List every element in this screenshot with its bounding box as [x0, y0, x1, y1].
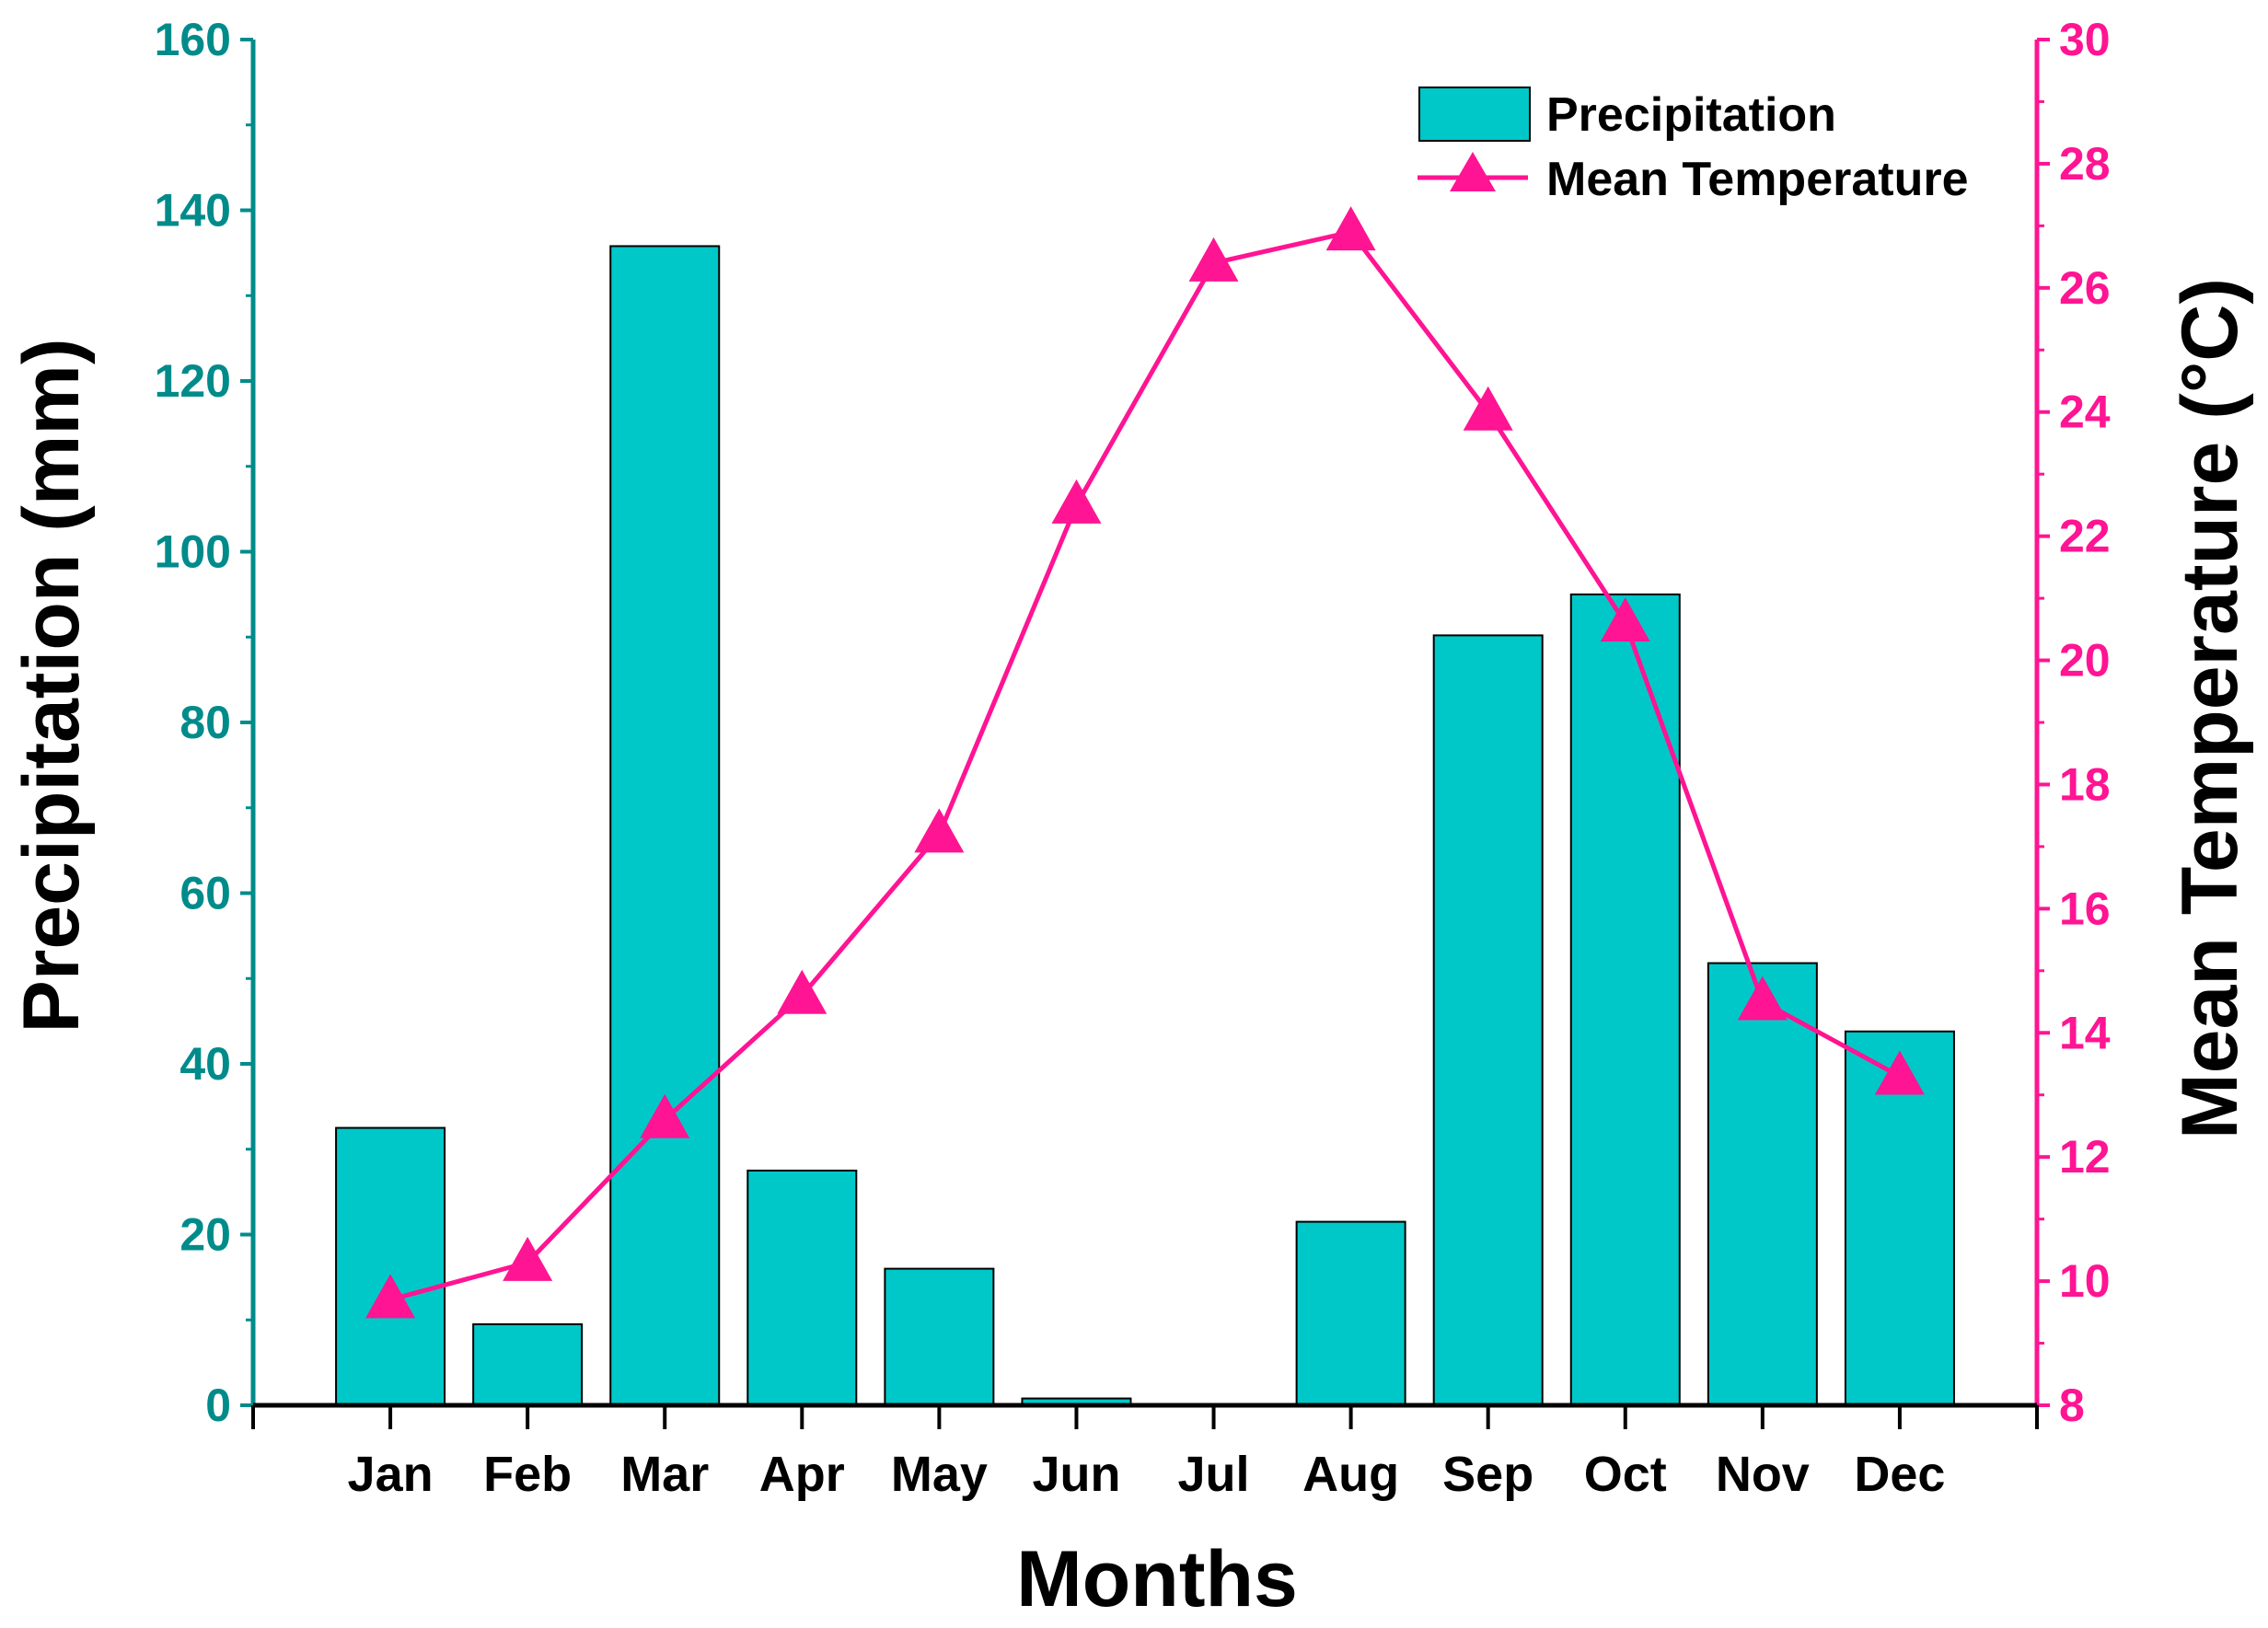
bar-jan	[335, 1126, 446, 1406]
temperature-marker-aug	[1325, 206, 1376, 251]
y-right-tick-label: 20	[2059, 635, 2111, 687]
x-tick-label-apr: Apr	[759, 1447, 845, 1502]
bars-layer	[335, 245, 1955, 1407]
ticks-layer: 0 20 40 60 80 100 120 140 160 8 10 12 14 16 18 20 22 24 26…	[155, 14, 2111, 1502]
bar-may	[884, 1267, 995, 1406]
x-tick-label-may: May	[891, 1447, 988, 1502]
temperature-marker-jul	[1188, 237, 1239, 282]
y-left-tick-label: 100	[155, 526, 231, 578]
temperature-line	[389, 229, 1902, 1302]
y-left-tick-label: 0	[205, 1380, 231, 1431]
y-axis-left-title: Precipitation (mm)	[7, 339, 96, 1033]
x-tick-label-jan: Jan	[348, 1447, 434, 1502]
temperature-marker-may	[914, 808, 965, 853]
y-right-tick-label: 22	[2059, 511, 2111, 562]
x-tick-label-feb: Feb	[483, 1447, 572, 1502]
legend: Precipitation Mean Temperature	[1418, 87, 1969, 206]
x-tick-label-jun: Jun	[1032, 1447, 1120, 1502]
y-left-tick-label: 120	[155, 355, 231, 407]
y-right-tick-label: 14	[2059, 1007, 2111, 1058]
temperature-marker-feb	[503, 1236, 553, 1281]
temperature-marker-jan	[365, 1274, 416, 1319]
y-right-tick-label: 28	[2059, 138, 2111, 190]
bar-feb	[472, 1322, 584, 1406]
temperature-marker-apr	[777, 969, 827, 1014]
x-tick-label-oct: Oct	[1584, 1447, 1667, 1502]
x-tick-label-jul: Jul	[1178, 1447, 1250, 1502]
temperature-marker-nov	[1737, 976, 1788, 1021]
y-left-tick-label: 140	[155, 185, 231, 237]
y-left-tick-label: 40	[179, 1038, 231, 1090]
bar-sep	[1432, 634, 1544, 1406]
y-left-tick-label: 20	[179, 1209, 231, 1261]
temperature-marker-sep	[1463, 386, 1513, 431]
bar-mar	[609, 245, 721, 1407]
x-axis-title: Months	[1016, 1535, 1298, 1623]
bar-oct	[1569, 593, 1681, 1406]
y-left-tick-label: 60	[179, 868, 231, 919]
x-tick-label-mar: Mar	[620, 1447, 709, 1502]
y-right-tick-label: 10	[2059, 1255, 2111, 1307]
bar-aug	[1295, 1220, 1406, 1407]
y-right-tick-label: 18	[2059, 758, 2111, 810]
temperature-marker-dec	[1874, 1050, 1925, 1095]
line-layer	[365, 206, 1925, 1319]
y-left-tick-label: 80	[179, 697, 231, 748]
y-right-tick-label: 30	[2059, 14, 2111, 65]
x-tick-label-nov: Nov	[1716, 1447, 1810, 1502]
y-axis-right-title: Mean Temperature (°C)	[2166, 278, 2254, 1139]
temperature-marker-oct	[1600, 597, 1650, 642]
temperature-marker-jun	[1051, 479, 1102, 524]
x-tick-label-dec: Dec	[1854, 1447, 1945, 1502]
bar-nov	[1707, 962, 1818, 1407]
legend-label-precipitation: Precipitation	[1546, 88, 1836, 142]
x-tick-label-aug: Aug	[1302, 1447, 1399, 1502]
y-right-tick-label: 26	[2059, 262, 2111, 314]
legend-marker-temperature	[1450, 152, 1496, 191]
y-right-tick-label: 8	[2059, 1380, 2085, 1431]
legend-label-temperature: Mean Temperature	[1546, 153, 1969, 206]
y-right-tick-label: 12	[2059, 1131, 2111, 1183]
temperature-marker-mar	[640, 1093, 690, 1138]
bar-apr	[746, 1169, 858, 1406]
y-right-tick-label: 16	[2059, 883, 2111, 934]
bar-dec	[1844, 1030, 1955, 1406]
y-right-tick-label: 24	[2059, 387, 2111, 438]
legend-swatch-precipitation	[1418, 87, 1531, 142]
y-left-tick-label: 160	[155, 14, 231, 65]
x-tick-label-sep: Sep	[1442, 1447, 1533, 1502]
